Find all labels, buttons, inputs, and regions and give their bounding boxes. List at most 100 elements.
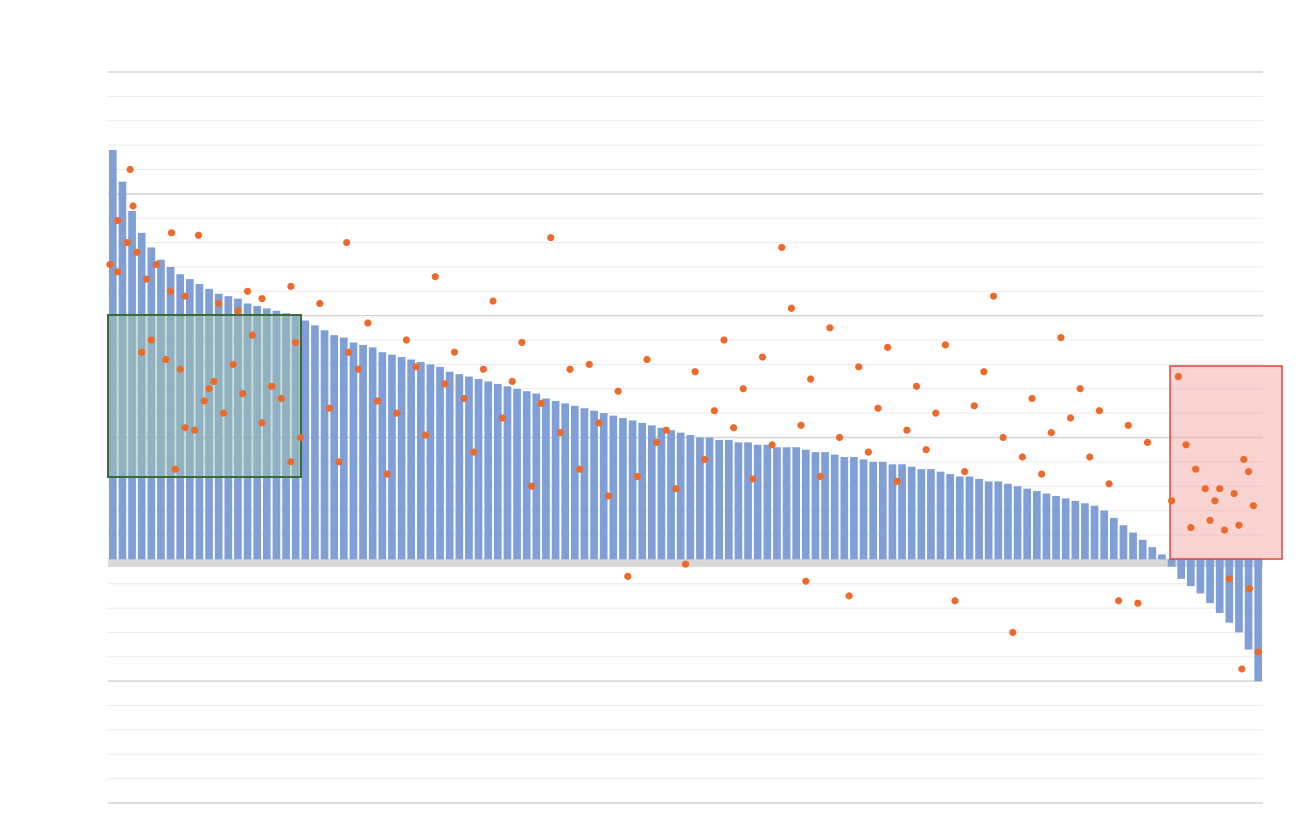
point: [258, 419, 266, 427]
bar: [1042, 493, 1051, 560]
point: [123, 238, 131, 247]
bar: [426, 364, 435, 560]
point: [1211, 497, 1219, 505]
bar: [792, 447, 801, 560]
point: [292, 338, 300, 347]
point: [1105, 480, 1113, 488]
point: [961, 468, 969, 476]
point: [200, 397, 208, 405]
bar: [782, 447, 791, 560]
bar: [590, 410, 598, 560]
bar: [1177, 559, 1186, 579]
bar: [638, 422, 647, 560]
bar: [686, 435, 695, 560]
bar: [455, 374, 464, 560]
bar: [561, 403, 570, 560]
point: [364, 319, 372, 327]
bar: [1148, 547, 1157, 560]
bar: [907, 466, 916, 560]
point: [672, 485, 680, 493]
bar: [946, 474, 955, 560]
point: [343, 238, 351, 247]
point: [999, 433, 1007, 442]
bar: [927, 469, 935, 560]
bar: [657, 427, 666, 560]
bar: [1138, 539, 1147, 560]
point: [1057, 333, 1065, 342]
point: [662, 426, 670, 434]
bar: [801, 449, 810, 560]
point: [912, 382, 921, 390]
bar: [599, 413, 608, 560]
point: [633, 472, 641, 481]
point: [460, 394, 468, 403]
point: [1134, 599, 1142, 607]
bar: [850, 456, 858, 560]
point: [258, 295, 266, 303]
point: [191, 426, 199, 434]
bar: [339, 337, 348, 560]
bar: [840, 456, 849, 560]
point: [287, 282, 295, 291]
point: [951, 597, 959, 605]
bar: [474, 379, 483, 560]
bar: [320, 330, 329, 560]
point: [1038, 470, 1046, 478]
bar: [917, 469, 926, 560]
bar: [1119, 525, 1128, 560]
point: [566, 365, 574, 373]
point: [470, 448, 478, 456]
point: [354, 365, 362, 373]
bar: [445, 371, 454, 560]
point: [114, 217, 122, 225]
point: [373, 397, 382, 405]
point: [215, 299, 223, 308]
point: [248, 331, 256, 339]
bar: [1061, 498, 1070, 560]
point: [547, 234, 555, 242]
point: [1115, 597, 1123, 605]
point: [129, 202, 137, 210]
point: [489, 297, 497, 305]
point: [508, 377, 516, 386]
bar: [378, 352, 387, 560]
point: [393, 409, 401, 417]
point: [874, 404, 882, 412]
bar: [1129, 532, 1137, 560]
point: [176, 365, 184, 373]
point: [1066, 414, 1075, 422]
point: [194, 231, 203, 239]
point: [941, 341, 949, 349]
point: [499, 414, 507, 422]
point: [1235, 521, 1243, 529]
bar: [1032, 491, 1041, 560]
point: [296, 433, 305, 442]
bar: [763, 444, 772, 560]
point: [807, 375, 815, 383]
bar: [1244, 559, 1253, 650]
point: [181, 292, 189, 300]
bar: [1235, 559, 1243, 633]
bar: [715, 439, 724, 560]
point: [1245, 584, 1254, 593]
point: [1220, 526, 1229, 534]
point: [1143, 438, 1152, 446]
bar: [1215, 559, 1224, 613]
point: [431, 273, 439, 281]
point: [181, 424, 189, 432]
bar: [1167, 559, 1176, 567]
point: [614, 387, 622, 395]
point: [277, 394, 285, 403]
bar: [878, 461, 887, 560]
point: [802, 577, 810, 585]
point: [234, 307, 242, 315]
point: [1206, 516, 1214, 524]
point: [980, 368, 988, 376]
point: [624, 572, 632, 580]
point: [1230, 489, 1238, 498]
point: [142, 275, 151, 283]
point: [1244, 468, 1253, 476]
highlight-box-green: [107, 314, 302, 478]
point: [681, 560, 690, 568]
bar: [744, 442, 752, 560]
